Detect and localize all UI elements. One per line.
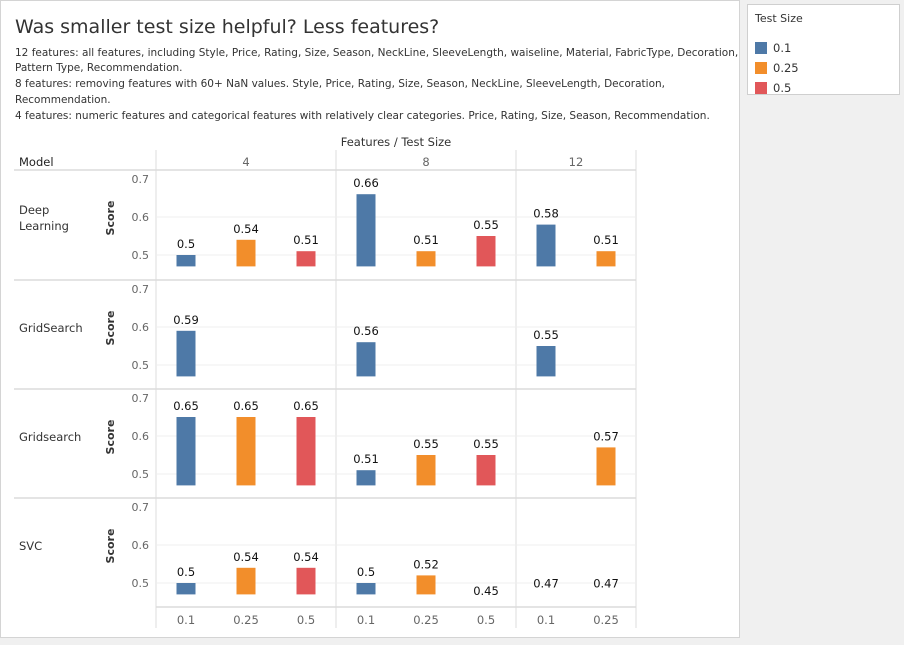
y-tick-label: 0.6 [132, 539, 150, 552]
data-label: 0.66 [353, 176, 379, 190]
y-tick-label: 0.7 [132, 283, 150, 296]
data-label: 0.51 [593, 233, 619, 247]
x-tick-label: 0.5 [297, 613, 315, 627]
y-axis-title: Score [104, 201, 117, 236]
data-label: 0.45 [473, 584, 499, 598]
legend-title: Test Size [755, 12, 803, 25]
bar-4-0.1 [176, 255, 196, 267]
feature-header-8: 8 [422, 155, 429, 169]
feature-header-4: 4 [242, 155, 249, 169]
x-tick-label: 0.1 [357, 613, 375, 627]
data-label: 0.54 [293, 550, 319, 564]
bar-8-0.5 [476, 455, 496, 486]
y-axis-title: Score [104, 529, 117, 564]
y-tick-label: 0.7 [132, 173, 150, 186]
data-label: 0.55 [413, 437, 439, 451]
data-label: 0.52 [413, 557, 439, 571]
data-label: 0.5 [177, 565, 195, 579]
legend: Test Size 0.1 0.25 0.5 [747, 4, 900, 95]
data-label: 0.55 [533, 328, 559, 342]
row-header-model: Model [19, 155, 54, 169]
data-label: 0.65 [173, 399, 199, 413]
data-label: 0.54 [233, 550, 259, 564]
data-label: 0.54 [233, 222, 259, 236]
data-label: 0.5 [177, 237, 195, 251]
row-label-gridsearch: Gridsearch [19, 430, 81, 444]
row-label-gridsearch: GridSearch [19, 321, 83, 335]
description-line-3: 8 features: removing features with 60+ N… [15, 78, 666, 90]
bar-12-0.25 [596, 447, 616, 486]
y-tick-label: 0.6 [132, 430, 150, 443]
bar-12-0.25 [596, 251, 616, 267]
bar-8-0.1 [356, 194, 376, 267]
data-label: 0.65 [293, 399, 319, 413]
y-axis-title: Score [104, 311, 117, 346]
row-label-svc: SVC [19, 539, 42, 553]
data-label: 0.55 [473, 437, 499, 451]
bar-4-0.1 [176, 330, 196, 377]
y-tick-label: 0.5 [132, 468, 150, 481]
y-tick-label: 0.6 [132, 321, 150, 334]
bar-4-0.5 [296, 417, 316, 486]
chart-area: Features / Test Size Model 4 8 12 Deep Learnin… [14, 135, 637, 628]
legend-label: 0.1 [773, 41, 792, 55]
data-label: 0.51 [293, 233, 319, 247]
data-label: 0.55 [473, 218, 499, 232]
row-label-deep-learning: Deep Learning [19, 203, 69, 233]
description-line-5: 4 features: numeric features and categor… [15, 110, 710, 122]
y-axis-title: Score [104, 420, 117, 455]
chart-title: Was smaller test size helpful? Less feat… [15, 16, 440, 38]
bar-8-0.25 [416, 575, 436, 595]
main-panel: Was smaller test size helpful? Less feat… [0, 0, 740, 638]
y-tick-label: 0.5 [132, 249, 150, 262]
description-line-2: Pattern Type, Recommendation. [15, 62, 183, 74]
y-tick-label: 0.5 [132, 359, 150, 372]
bar-8-0.25 [416, 455, 436, 486]
data-label: 0.58 [533, 207, 559, 221]
y-tick-label: 0.6 [132, 211, 150, 224]
y-tick-label: 0.7 [132, 501, 150, 514]
legend-swatch-0.5 [755, 82, 767, 94]
x-tick-label: 0.25 [413, 613, 439, 627]
data-label: 0.47 [593, 576, 619, 590]
description-line-1: 12 features: all features, including Sty… [15, 47, 739, 59]
description-line-4: Recommendation. [15, 94, 111, 106]
data-label: 0.51 [353, 452, 379, 466]
x-tick-label: 0.1 [177, 613, 195, 627]
data-label: 0.5 [357, 565, 375, 579]
data-label: 0.57 [593, 429, 619, 443]
legend-label: 0.5 [773, 81, 792, 95]
legend-label: 0.25 [773, 61, 799, 75]
bar-8-0.1 [356, 470, 376, 486]
x-tick-label: 0.25 [233, 613, 259, 627]
data-label: 0.51 [413, 233, 439, 247]
column-header: Features / Test Size [341, 135, 452, 149]
data-label: 0.47 [533, 576, 559, 590]
legend-swatch-0.25 [755, 62, 767, 74]
data-label: 0.65 [233, 399, 259, 413]
bar-8-0.1 [356, 342, 376, 377]
bar-8-0.5 [476, 236, 496, 267]
bar-8-0.1 [356, 583, 376, 595]
bar-4-0.25 [236, 417, 256, 486]
bar-4-0.25 [236, 567, 256, 595]
data-label: 0.59 [173, 313, 199, 327]
bar-8-0.25 [416, 251, 436, 267]
x-tick-label: 0.25 [593, 613, 619, 627]
bar-4-0.1 [176, 417, 196, 486]
legend-swatch-0.1 [755, 42, 767, 54]
x-tick-label: 0.5 [477, 613, 495, 627]
data-label: 0.56 [353, 324, 379, 338]
bar-12-0.1 [536, 224, 556, 267]
bar-12-0.1 [536, 346, 556, 377]
x-tick-label: 0.1 [537, 613, 555, 627]
y-tick-label: 0.5 [132, 577, 150, 590]
bar-4-0.5 [296, 567, 316, 595]
feature-header-12: 12 [569, 155, 584, 169]
bar-4-0.5 [296, 251, 316, 267]
bar-4-0.1 [176, 583, 196, 595]
bar-4-0.25 [236, 239, 256, 267]
y-tick-label: 0.7 [132, 392, 150, 405]
